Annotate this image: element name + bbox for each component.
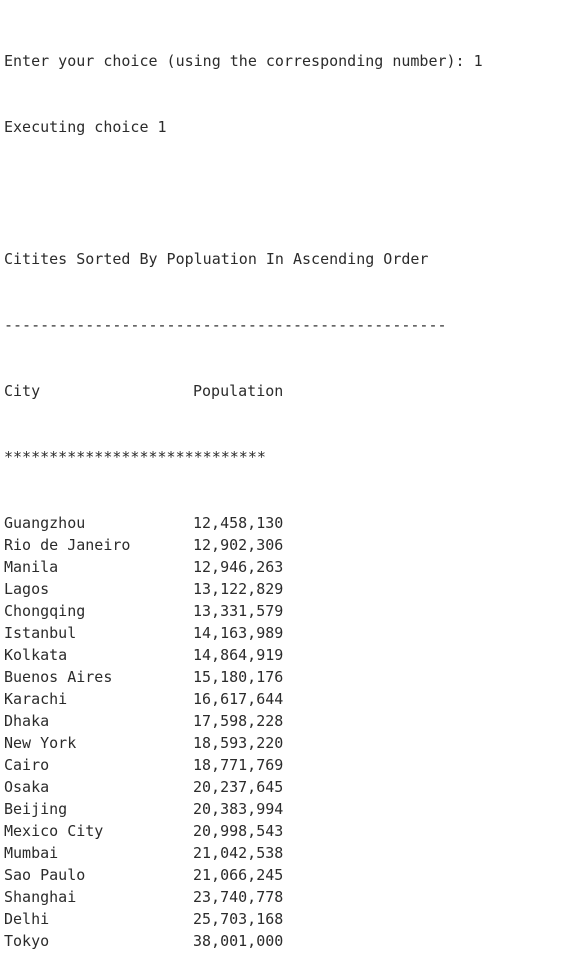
table-row: Karachi 16,617,644	[4, 688, 567, 710]
table-row: Mumbai 21,042,538	[4, 842, 567, 864]
table-row: Dhaka 17,598,228	[4, 710, 567, 732]
city-name: Mexico City	[4, 820, 193, 842]
header-city: City	[4, 380, 193, 402]
city-population: 13,331,579	[193, 600, 283, 622]
table-row: Beijing 20,383,994	[4, 798, 567, 820]
city-population: 12,902,306	[193, 534, 283, 556]
table-row: Kolkata 14,864,919	[4, 644, 567, 666]
city-name: Kolkata	[4, 644, 193, 666]
header-population: Population	[193, 380, 283, 402]
city-name: Beijing	[4, 798, 193, 820]
city-population: 14,864,919	[193, 644, 283, 666]
blank-line	[4, 182, 567, 204]
city-name: Osaka	[4, 776, 193, 798]
city-name: New York	[4, 732, 193, 754]
city-population: 16,617,644	[193, 688, 283, 710]
city-population: 23,740,778	[193, 886, 283, 908]
table-row: Istanbul 14,163,989	[4, 622, 567, 644]
table-row: Rio de Janeiro 12,902,306	[4, 534, 567, 556]
star-separator: *****************************	[4, 446, 567, 468]
city-population: 12,946,263	[193, 556, 283, 578]
table-row: New York 18,593,220	[4, 732, 567, 754]
city-name: Shanghai	[4, 886, 193, 908]
console-output: Enter your choice (using the correspondi…	[0, 0, 567, 621]
city-name: Guangzhou	[4, 512, 193, 534]
table-row: Cairo 18,771,769	[4, 754, 567, 776]
city-population: 12,458,130	[193, 512, 283, 534]
city-population: 15,180,176	[193, 666, 283, 688]
city-population: 18,593,220	[193, 732, 283, 754]
city-population: 21,042,538	[193, 842, 283, 864]
city-name: Manila	[4, 556, 193, 578]
table-row: Osaka 20,237,645	[4, 776, 567, 798]
city-population: 25,703,168	[193, 908, 283, 930]
city-population: 20,998,543	[193, 820, 283, 842]
city-name: Sao Paulo	[4, 864, 193, 886]
dash-separator: ----------------------------------------…	[4, 314, 567, 336]
city-population: 18,771,769	[193, 754, 283, 776]
city-name: Lagos	[4, 578, 193, 600]
city-population: 21,066,245	[193, 864, 283, 886]
table-row: Shanghai 23,740,778	[4, 886, 567, 908]
prompt-line: Enter your choice (using the correspondi…	[4, 50, 567, 72]
executing-line: Executing choice 1	[4, 116, 567, 138]
city-name: Dhaka	[4, 710, 193, 732]
city-population: 17,598,228	[193, 710, 283, 732]
report-title: Citites Sorted By Popluation In Ascendin…	[4, 248, 567, 270]
table-row: Lagos 13,122,829	[4, 578, 567, 600]
city-population: 20,237,645	[193, 776, 283, 798]
city-name: Delhi	[4, 908, 193, 930]
table-row: Guangzhou 12,458,130	[4, 512, 567, 534]
city-population: 13,122,829	[193, 578, 283, 600]
city-name: Chongqing	[4, 600, 193, 622]
table-row: Manila 12,946,263	[4, 556, 567, 578]
city-name: Buenos Aires	[4, 666, 193, 688]
table-row: Sao Paulo 21,066,245	[4, 864, 567, 886]
city-name: Istanbul	[4, 622, 193, 644]
table-row: Tokyo 38,001,000	[4, 930, 567, 952]
city-name: Rio de Janeiro	[4, 534, 193, 556]
city-name: Mumbai	[4, 842, 193, 864]
city-name: Tokyo	[4, 930, 193, 952]
city-population: 20,383,994	[193, 798, 283, 820]
table-header: City Population	[4, 380, 567, 402]
table-row: Delhi 25,703,168	[4, 908, 567, 930]
city-name: Cairo	[4, 754, 193, 776]
table-row: Chongqing 13,331,579	[4, 600, 567, 622]
table-row: Buenos Aires 15,180,176	[4, 666, 567, 688]
city-population: 38,001,000	[193, 930, 283, 952]
table-row: Mexico City 20,998,543	[4, 820, 567, 842]
city-population: 14,163,989	[193, 622, 283, 644]
city-name: Karachi	[4, 688, 193, 710]
city-list: Guangzhou 12,458,130 Rio de Janeiro 12,902,…	[4, 512, 567, 952]
